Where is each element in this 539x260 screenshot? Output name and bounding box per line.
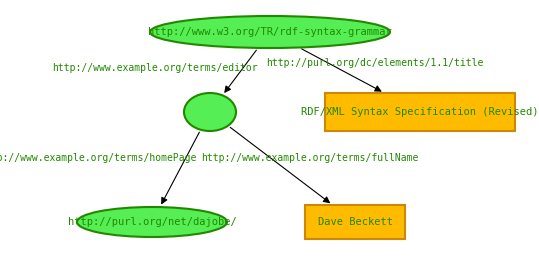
Text: http://purl.org/net/dajobe/: http://purl.org/net/dajobe/	[67, 217, 237, 227]
Ellipse shape	[77, 207, 227, 237]
Text: RDF/XML Syntax Specification (Revised): RDF/XML Syntax Specification (Revised)	[301, 107, 539, 117]
FancyBboxPatch shape	[325, 93, 515, 131]
Ellipse shape	[184, 93, 236, 131]
Text: http://www.example.org/terms/homePage: http://www.example.org/terms/homePage	[0, 153, 197, 163]
Text: http://www.example.org/terms/fullName: http://www.example.org/terms/fullName	[201, 153, 419, 163]
Ellipse shape	[150, 16, 390, 48]
FancyBboxPatch shape	[305, 205, 405, 239]
Text: http://www.w3.org/TR/rdf-syntax-grammar: http://www.w3.org/TR/rdf-syntax-grammar	[148, 27, 392, 37]
Text: Dave Beckett: Dave Beckett	[317, 217, 392, 227]
Text: http://purl.org/dc/elements/1.1/title: http://purl.org/dc/elements/1.1/title	[266, 58, 483, 68]
Text: http://www.example.org/terms/editor: http://www.example.org/terms/editor	[52, 63, 258, 73]
